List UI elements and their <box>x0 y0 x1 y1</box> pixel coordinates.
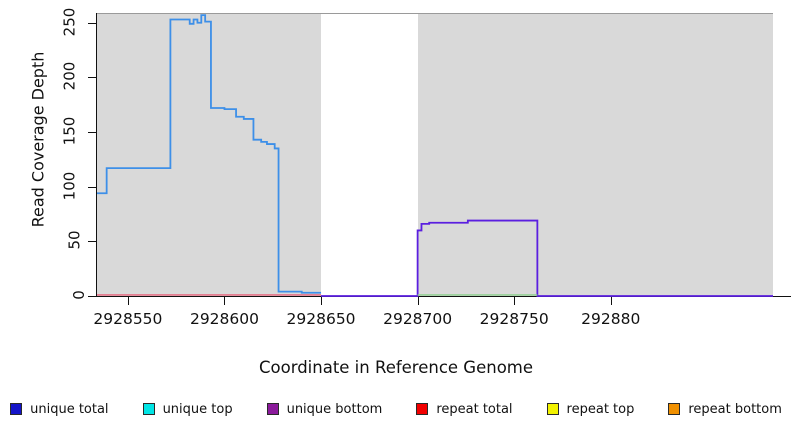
y-tick-200 <box>88 77 96 79</box>
legend-label-repeat-bottom: repeat bottom <box>688 401 782 417</box>
series-unique-total <box>97 14 322 294</box>
y-tick-100 <box>88 186 96 188</box>
x-tick-2928650 <box>321 296 323 305</box>
y-tick-150 <box>88 132 96 134</box>
legend-label-repeat-top: repeat top <box>566 401 635 417</box>
shaded-region-0 <box>97 14 322 296</box>
x-tick-label-2928550: 2928550 <box>93 310 163 328</box>
y-axis-title: Read Coverage Depth <box>28 51 48 228</box>
legend-label-unique-total: unique total <box>30 401 109 417</box>
x-tick-2928800 <box>610 296 612 305</box>
legend-label-unique-top: unique top <box>162 401 233 417</box>
y-tick-0 <box>88 296 96 297</box>
x-tick-2928550 <box>127 296 129 305</box>
legend-swatch-repeat-bottom <box>668 403 681 415</box>
x-tick-label-2928650: 2928650 <box>286 310 356 328</box>
x-tick-label-2928700: 2928700 <box>383 310 453 328</box>
legend-item-unique-bottom[interactable]: unique bottom <box>266 401 383 417</box>
x-tick-label-2928600: 2928600 <box>189 310 259 328</box>
legend-item-repeat-top[interactable]: repeat top <box>546 401 635 417</box>
x-axis-title: Coordinate in Reference Genome <box>258 358 534 377</box>
x-axis-line <box>96 296 791 297</box>
legend-item-repeat-total[interactable]: repeat total <box>416 401 513 417</box>
plot-frame-top <box>97 13 773 14</box>
legend-swatch-repeat-total <box>416 403 429 415</box>
legend-label-unique-bottom: unique bottom <box>286 401 383 417</box>
x-tick-label-2928750: 2928750 <box>479 310 549 328</box>
legend-item-unique-total[interactable]: unique total <box>10 401 109 417</box>
legend-swatch-unique-top <box>142 403 155 415</box>
y-tick-250 <box>88 22 96 24</box>
shaded-region-1 <box>417 14 773 296</box>
x-tick-2928700 <box>417 296 419 305</box>
legend-swatch-unique-bottom <box>266 403 279 415</box>
legend-item-repeat-bottom[interactable]: repeat bottom <box>668 402 782 417</box>
chart-legend: unique total unique top unique bottom repea… <box>0 398 792 420</box>
series-unique-bottom <box>321 219 773 297</box>
x-tick-2928600 <box>224 296 226 305</box>
legend-item-unique-top[interactable]: unique top <box>142 401 233 417</box>
legend-label-repeat-total: repeat total <box>436 401 513 417</box>
y-axis-line <box>96 13 97 296</box>
x-tick-2928750 <box>514 296 516 305</box>
legend-swatch-unique-total <box>10 403 23 415</box>
x-tick-label-2928800: 292880 <box>581 310 641 328</box>
legend-swatch-repeat-top <box>546 403 559 415</box>
y-tick-50 <box>88 241 96 243</box>
